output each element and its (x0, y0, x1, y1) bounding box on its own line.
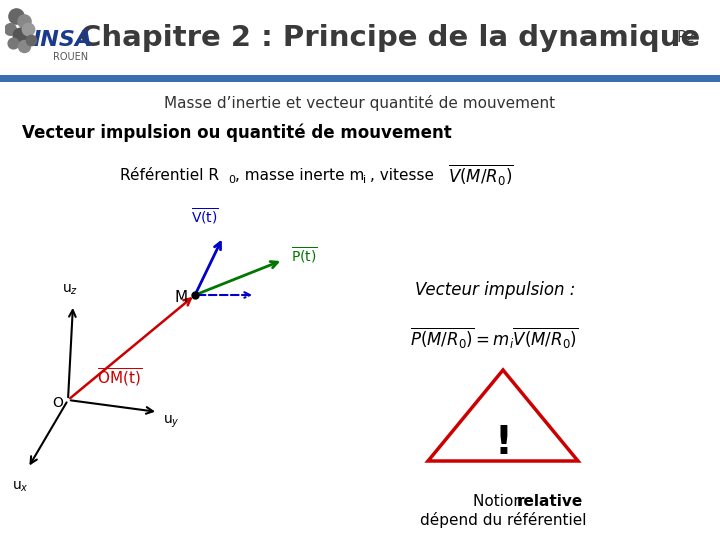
Text: O: O (53, 396, 63, 410)
Text: 0: 0 (228, 175, 235, 185)
Text: Vecteur impulsion ou quantité de mouvement: Vecteur impulsion ou quantité de mouveme… (22, 124, 451, 142)
Point (4, 24, 16, 33)
Point (14, 31, 25, 39)
Text: $\overline{\mathrm{V(t)}}$: $\overline{\mathrm{V(t)}}$ (191, 207, 219, 227)
Text: Masse d’inertie et vecteur quantité de mouvement: Masse d’inertie et vecteur quantité de m… (164, 95, 556, 111)
Text: Vecteur impulsion :: Vecteur impulsion : (415, 281, 575, 299)
Polygon shape (428, 370, 578, 461)
Text: u$_y$: u$_y$ (163, 414, 180, 430)
Text: $\overline{V(M/R_0)}$: $\overline{V(M/R_0)}$ (448, 163, 514, 187)
Text: $\overline{\mathrm{OM(t)}}$: $\overline{\mathrm{OM(t)}}$ (97, 367, 143, 389)
Text: M: M (174, 289, 188, 305)
Text: !: ! (494, 424, 512, 462)
Text: u$_x$: u$_x$ (12, 480, 28, 495)
Text: Chapitre 2 : Principe de la dynamique: Chapitre 2 : Principe de la dynamique (80, 24, 700, 52)
Point (8, 38, 19, 47)
Text: , vitesse: , vitesse (370, 167, 434, 183)
Point (10, 11, 22, 20)
Text: u$_z$: u$_z$ (62, 282, 78, 297)
Point (22, 24, 34, 33)
Text: $\overline{P(M/R_0)} = m_i\overline{V(M/R_0)}$: $\overline{P(M/R_0)} = m_i\overline{V(M/… (410, 326, 578, 350)
Text: , masse inerte m: , masse inerte m (235, 167, 364, 183)
Text: ROUEN: ROUEN (53, 52, 88, 62)
Point (18, 17, 30, 25)
Text: $\overline{\mathrm{P(t)}}$: $\overline{\mathrm{P(t)}}$ (291, 246, 318, 266)
Text: Référentiel R: Référentiel R (120, 167, 219, 183)
Bar (0, 75, 720, 82)
Text: relative: relative (517, 495, 583, 510)
Text: dépend du référentiel: dépend du référentiel (420, 512, 586, 528)
Text: P2: P2 (676, 30, 695, 45)
Bar (0, 0, 720, 75)
Text: i: i (363, 175, 366, 185)
Point (25, 35, 37, 44)
Point (18, 42, 30, 50)
Text: Notion: Notion (473, 495, 528, 510)
Text: INSA: INSA (32, 30, 93, 50)
